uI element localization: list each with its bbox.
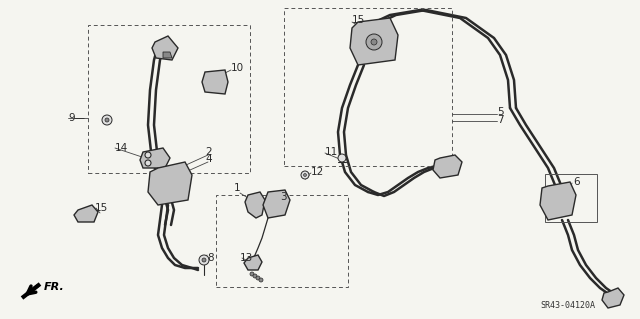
Polygon shape — [263, 190, 290, 218]
Text: 7: 7 — [497, 115, 504, 125]
Circle shape — [256, 276, 260, 280]
Circle shape — [145, 160, 151, 166]
Circle shape — [250, 272, 254, 276]
Circle shape — [366, 34, 382, 50]
Bar — [88, 25, 250, 173]
Text: 12: 12 — [311, 167, 324, 177]
Circle shape — [259, 278, 263, 282]
Circle shape — [105, 118, 109, 122]
Text: SR43-04120A: SR43-04120A — [540, 300, 595, 309]
Polygon shape — [148, 162, 192, 205]
Polygon shape — [202, 70, 228, 94]
Text: 4: 4 — [205, 154, 212, 164]
Bar — [284, 8, 452, 166]
Text: 8: 8 — [207, 253, 214, 263]
Bar — [216, 195, 348, 287]
Circle shape — [338, 154, 346, 162]
Text: 15: 15 — [95, 203, 108, 213]
Text: 2: 2 — [205, 147, 212, 157]
Circle shape — [301, 171, 309, 179]
Polygon shape — [540, 182, 576, 220]
Circle shape — [253, 274, 257, 278]
Polygon shape — [140, 148, 170, 168]
Text: 1: 1 — [234, 183, 241, 193]
Polygon shape — [152, 36, 178, 60]
Text: 11: 11 — [325, 147, 339, 157]
Polygon shape — [74, 205, 98, 222]
Circle shape — [371, 39, 377, 45]
Circle shape — [303, 174, 307, 176]
Text: 13: 13 — [240, 253, 253, 263]
Polygon shape — [163, 52, 172, 58]
Polygon shape — [245, 192, 265, 218]
Polygon shape — [602, 288, 624, 308]
Circle shape — [145, 152, 151, 158]
Text: 10: 10 — [231, 63, 244, 73]
Bar — [545, 174, 597, 222]
Text: FR.: FR. — [44, 282, 65, 292]
Circle shape — [199, 255, 209, 265]
Text: 5: 5 — [497, 107, 504, 117]
Text: 15: 15 — [352, 15, 365, 25]
Bar — [208, 76, 222, 88]
Polygon shape — [433, 155, 462, 178]
Text: 9—: 9— — [68, 113, 85, 123]
Text: 6: 6 — [573, 177, 580, 187]
Polygon shape — [244, 255, 262, 270]
Polygon shape — [350, 18, 398, 65]
Circle shape — [202, 258, 206, 262]
Text: 3: 3 — [280, 192, 287, 202]
Text: 14: 14 — [115, 143, 128, 153]
Circle shape — [102, 115, 112, 125]
